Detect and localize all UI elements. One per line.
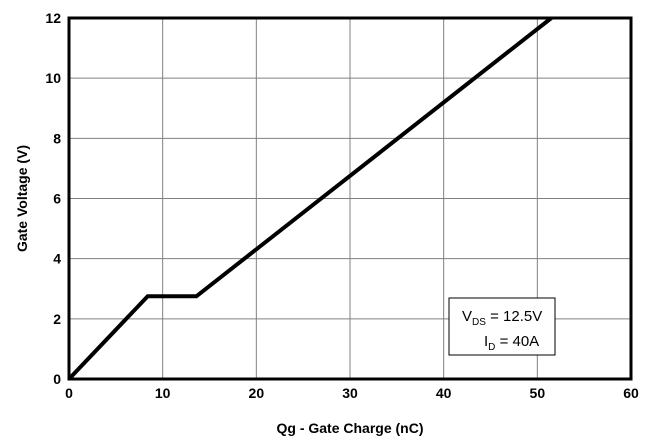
y-tick-label-6: 6 bbox=[53, 191, 61, 207]
x-tick-label-0: 0 bbox=[65, 385, 73, 401]
grid bbox=[69, 18, 631, 379]
x-axis-title: Qg - Gate Charge (nC) bbox=[276, 420, 423, 436]
x-tick-label-10: 10 bbox=[155, 385, 171, 401]
y-tick-label-10: 10 bbox=[45, 70, 61, 86]
y-tick-label-2: 2 bbox=[53, 311, 61, 327]
x-tick-label-50: 50 bbox=[530, 385, 546, 401]
y-tick-labels: 0 2 4 6 8 10 12 bbox=[45, 10, 61, 387]
y-tick-label-8: 8 bbox=[53, 130, 61, 146]
y-tick-label-0: 0 bbox=[53, 371, 61, 387]
x-tick-label-60: 60 bbox=[623, 385, 639, 401]
condition-id: ID = 40A bbox=[484, 333, 539, 353]
plot-frame bbox=[67, 16, 633, 381]
condition-box: VDS = 12.5V ID = 40A bbox=[448, 297, 556, 356]
series-line-0 bbox=[67, 16, 553, 381]
x-tick-label-40: 40 bbox=[436, 385, 452, 401]
y-axis-title: Gate Voltage (V) bbox=[14, 145, 30, 252]
y-tick-label-12: 12 bbox=[45, 10, 61, 26]
y-tick-label-4: 4 bbox=[53, 251, 61, 267]
x-tick-label-20: 20 bbox=[249, 385, 265, 401]
x-tick-label-30: 30 bbox=[342, 385, 358, 401]
x-tick-labels: 0 10 20 30 40 50 60 bbox=[65, 385, 639, 401]
condition-vds: VDS = 12.5V bbox=[462, 308, 542, 328]
